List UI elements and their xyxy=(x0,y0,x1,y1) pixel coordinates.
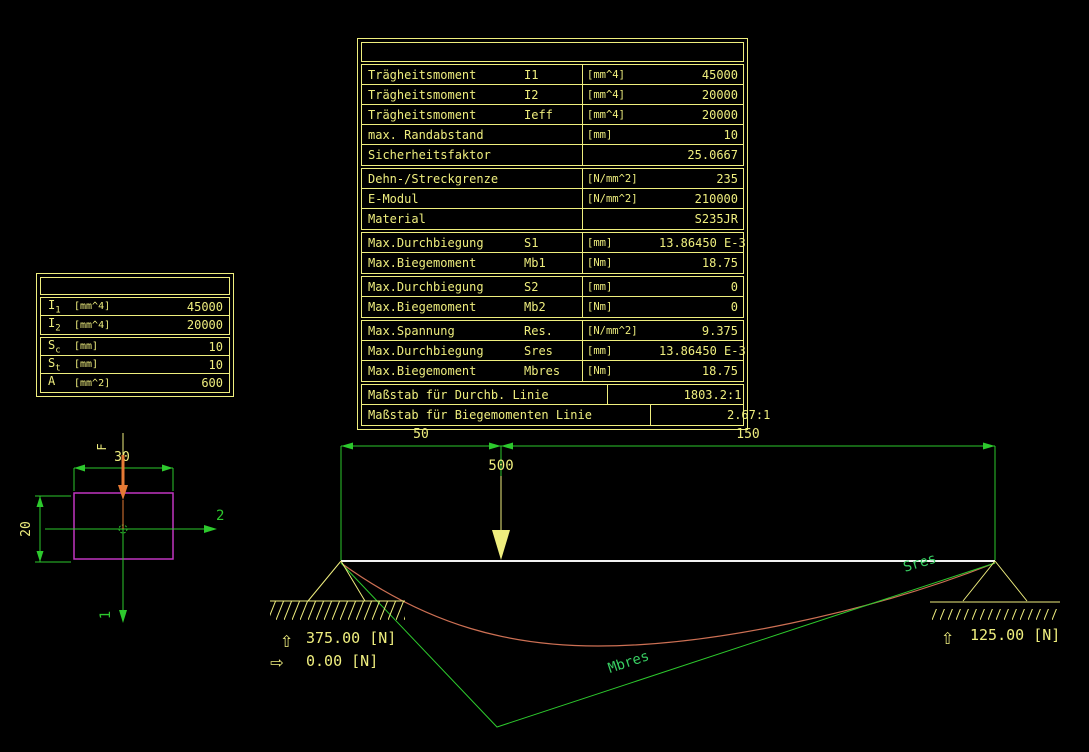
table-row: Max.Durchbiegung S1 [mm] 13.86450 E-3 xyxy=(362,233,746,253)
moment-label: Mbres xyxy=(606,648,651,677)
table-row: Dehn-/Streckgrenze [N/mm^2] 235 xyxy=(362,169,743,189)
table-row: Sc [mm] 10 xyxy=(41,338,229,356)
results-group-dir2: Max.Durchbiegung S2 [mm] 0 Max.Biegemoment… xyxy=(361,276,744,318)
table-row: Max.Durchbiegung Sres [mm] 13.86450 E-3 xyxy=(362,341,746,361)
section-table-header xyxy=(40,277,230,295)
table-row: St [mm] 10 xyxy=(41,356,229,374)
cross-section-diagram: 30 20 2 1 xyxy=(19,433,224,623)
right-support xyxy=(930,560,1060,620)
section-force-arrow: F xyxy=(95,433,128,529)
table-row: Max.Biegemoment Mb1 [Nm] 18.75 xyxy=(362,253,743,273)
table-row: E-Modul [N/mm^2] 210000 xyxy=(362,189,743,209)
beam-diagram: 50 150 500 Sres Mbres xyxy=(270,427,1060,728)
dim-left-text: 50 xyxy=(413,427,429,442)
table-row: Max.Biegemoment Mb2 [Nm] 0 xyxy=(362,297,743,317)
table-row: Max.Spannung Res. [N/mm^2] 9.375 xyxy=(362,321,743,341)
axis-2: 2 xyxy=(45,508,224,533)
left-reactions: ⇧ 375.00 [N] ⇨ 0.00 [N] xyxy=(270,628,396,675)
right-arrow-icon: ⇨ xyxy=(270,650,284,675)
results-table: Trägheitsmoment I1 [mm^4] 45000 Trägheitsm… xyxy=(357,38,770,430)
table-row: Max.Durchbiegung S2 [mm] 0 xyxy=(362,277,743,297)
table-row: Maßstab für Biegemomenten Linie 2.67:1 xyxy=(362,405,770,425)
table-row: Max.Biegemoment Mbres [Nm] 18.75 xyxy=(362,361,743,381)
section-group-geometry: Sc [mm] 10 St [mm] 10 A [mm^2] 600 xyxy=(40,337,230,393)
reaction-right-vertical: 125.00 [N] xyxy=(970,626,1060,644)
table-row: Trägheitsmoment I1 [mm^4] 45000 xyxy=(362,65,743,85)
deflection-curve xyxy=(340,562,996,647)
applied-force-arrow: 500 xyxy=(488,458,514,560)
axis-2-label: 2 xyxy=(216,508,224,524)
right-reactions: ⇧ 125.00 [N] xyxy=(941,625,1060,650)
axis-1: 1 xyxy=(98,529,127,623)
section-group-inertia: I1 [mm^4] 45000 I2 [mm^4] 20000 xyxy=(40,297,230,335)
width-dimension: 30 xyxy=(73,450,174,491)
table-row: Sicherheitsfaktor 25.0667 xyxy=(362,145,743,165)
results-group-material: Dehn-/Streckgrenze [N/mm^2] 235 E-Modul [… xyxy=(361,168,744,230)
moment-line xyxy=(340,562,996,728)
table-row: Maßstab für Durchb. Linie 1803.2:1 xyxy=(362,385,743,405)
up-arrow-icon: ⇧ xyxy=(941,625,954,650)
results-group-inertia: Trägheitsmoment I1 [mm^4] 45000 Trägheitsm… xyxy=(361,64,744,166)
table-row: A [mm^2] 600 xyxy=(48,374,223,390)
table-row: Trägheitsmoment I2 [mm^4] 20000 xyxy=(362,85,743,105)
results-group-resulting: Max.Spannung Res. [N/mm^2] 9.375 Max.Durch… xyxy=(361,320,746,382)
table-row: I1 [mm^4] 45000 xyxy=(41,298,229,316)
table-row: Material S235JR xyxy=(362,209,743,229)
dim-right-text: 150 xyxy=(736,427,759,442)
axis-1-label: 1 xyxy=(98,611,114,619)
force-value: 500 xyxy=(488,458,513,474)
force-label: F xyxy=(95,443,109,450)
table-row: max. Randabstand [mm] 10 xyxy=(362,125,743,145)
reaction-left-horizontal: 0.00 [N] xyxy=(306,652,378,670)
height-dim-text: 20 xyxy=(19,521,34,537)
left-support xyxy=(270,560,405,620)
results-group-dir1: Max.Durchbiegung S1 [mm] 13.86450 E-3 Max.… xyxy=(361,232,746,274)
up-arrow-icon: ⇧ xyxy=(280,628,293,653)
span-dimensions: 50 150 xyxy=(340,427,996,560)
results-group-scales: Maßstab für Durchb. Linie 1803.2:1 Maßst… xyxy=(361,384,770,426)
section-properties-table: I1 [mm^4] 45000 I2 [mm^4] 20000 Sc [mm] … xyxy=(36,273,234,397)
reaction-left-vertical: 375.00 [N] xyxy=(306,629,396,647)
table-row: Trägheitsmoment Ieff [mm^4] 20000 xyxy=(362,105,743,125)
height-dimension: 20 xyxy=(19,495,71,563)
results-table-header xyxy=(361,42,744,62)
deflection-label: Sres xyxy=(901,551,938,576)
table-row: I2 [mm^4] 20000 xyxy=(48,316,223,334)
